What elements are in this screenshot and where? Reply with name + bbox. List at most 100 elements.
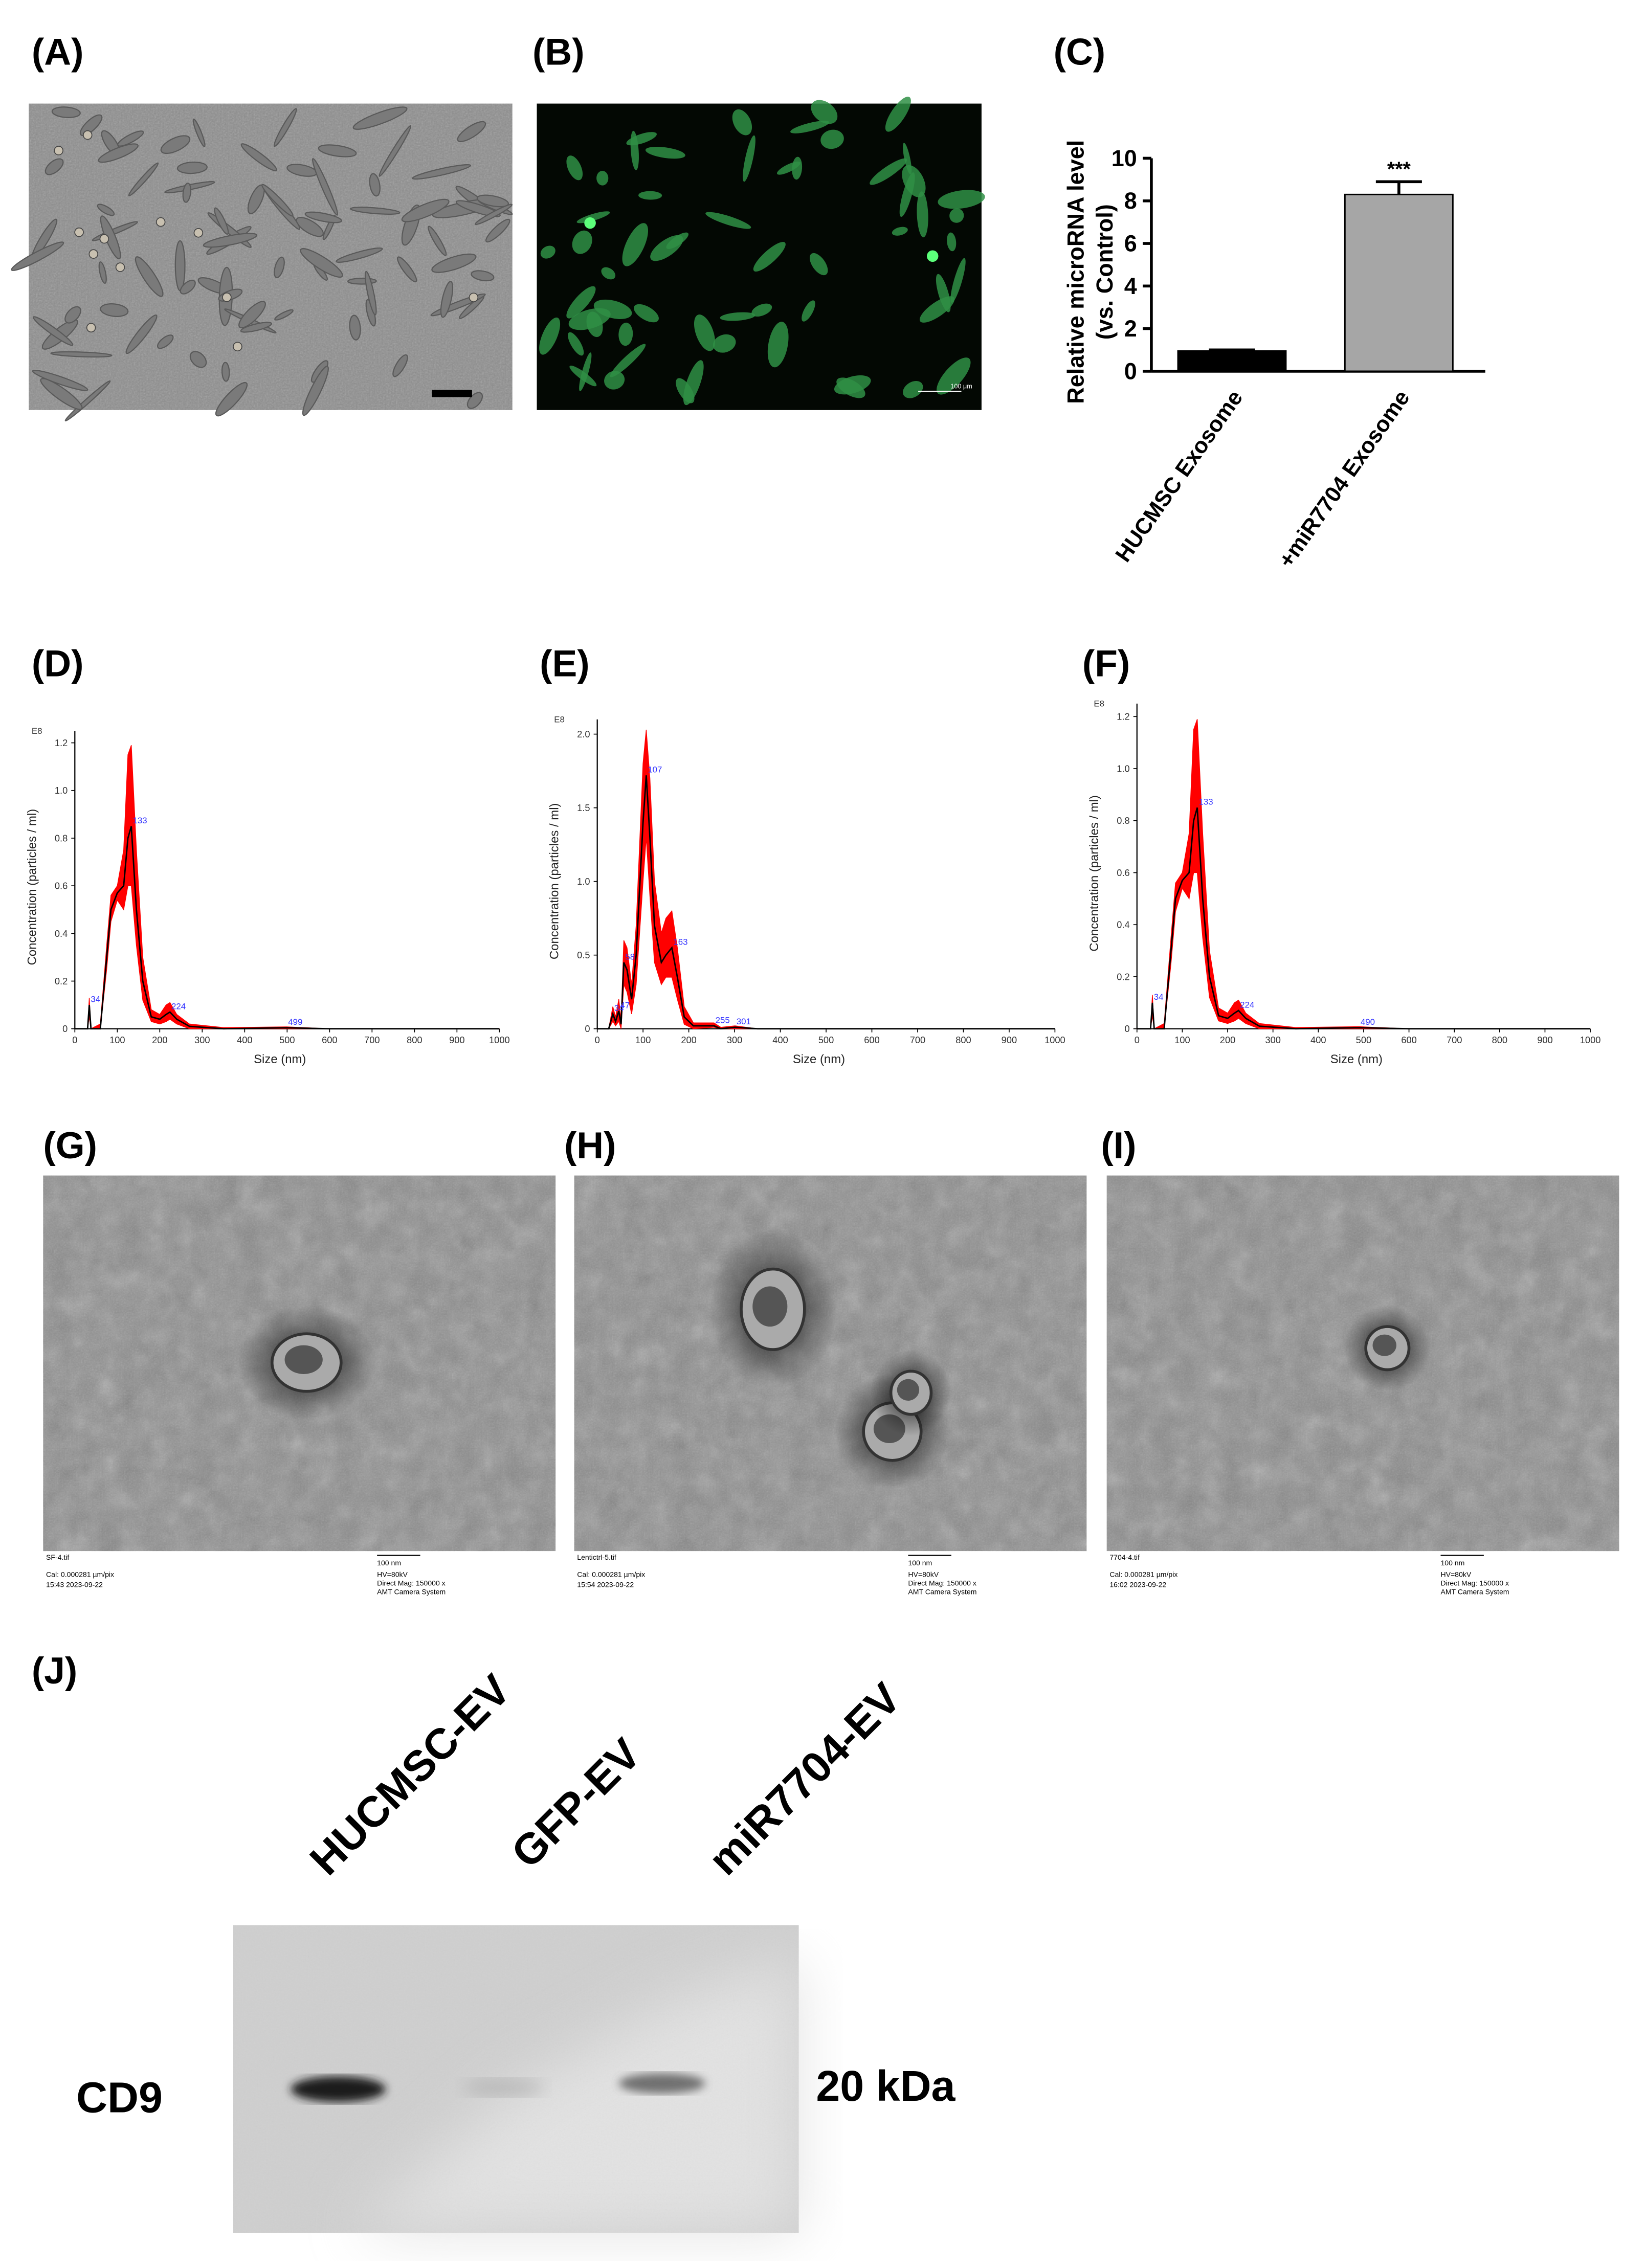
x-tick-label: 800 [407, 1035, 422, 1045]
cell [45, 158, 64, 175]
x-tick-label: 400 [772, 1035, 788, 1045]
cell [240, 322, 273, 333]
x-tick-label: 900 [1002, 1035, 1017, 1045]
tem-file: 7704-4.tif [1109, 1553, 1140, 1561]
cell [318, 144, 357, 158]
fluorescent-cell [539, 317, 561, 355]
y-tick-label: 8 [1124, 188, 1137, 214]
western-blot [233, 1925, 799, 2233]
fluorescent-cell [917, 191, 928, 238]
peak-label: 34 [614, 1003, 624, 1013]
y-tick-label: 0.2 [55, 976, 68, 986]
cell [64, 380, 111, 422]
fluorescent-cell [947, 232, 957, 252]
fluorescent-cell [604, 371, 625, 390]
y-axis-label: Relative microRNA level [1063, 140, 1089, 404]
cell [221, 362, 230, 382]
cell [369, 173, 381, 197]
y-tick-label: 0 [1125, 1023, 1130, 1034]
cell [40, 378, 83, 410]
cell [98, 143, 139, 163]
tem-camera: AMT Camera System [1440, 1587, 1509, 1596]
lane-label: GFP-EV [502, 1730, 650, 1877]
cell [302, 366, 329, 416]
cell [51, 106, 81, 118]
y-tick-label: 0.5 [577, 950, 590, 960]
peak-label: 107 [648, 765, 662, 775]
x-tick-label: 700 [910, 1035, 925, 1045]
fluorescent-cell [790, 121, 830, 133]
x-tick-label: 100 [109, 1035, 125, 1045]
fluorescent-cell [949, 208, 964, 223]
cell [180, 280, 196, 295]
bar [1177, 350, 1287, 372]
cell [98, 261, 107, 284]
x-tick-label: 100 [635, 1035, 651, 1045]
confidence-band [597, 729, 1055, 1029]
fluorescent-cell [802, 300, 815, 322]
fluorescent-cell [566, 155, 583, 181]
y-tick-label: 6 [1124, 231, 1137, 257]
y-tick-label: 1.0 [55, 785, 68, 796]
x-tick-label: 200 [152, 1035, 167, 1045]
fluorescent-cell [586, 311, 603, 338]
cell [50, 351, 113, 358]
y-tick-label: 0.4 [55, 928, 68, 939]
cell [174, 240, 186, 291]
cell [392, 354, 408, 377]
mean-line [75, 826, 500, 1030]
y-tick-label: 0.6 [1117, 867, 1129, 878]
cell [11, 241, 64, 271]
fluorescent-cell [938, 190, 985, 209]
fluorescent-cell [834, 375, 871, 395]
fluorescent-cell [720, 312, 755, 321]
y-tick-label: 1.2 [55, 737, 68, 748]
y-tick-label: 0 [62, 1023, 68, 1034]
cell [135, 256, 164, 297]
x-tick-label: 500 [279, 1035, 295, 1045]
peak-label: 499 [288, 1017, 302, 1027]
y-tick-label: 0.8 [1117, 815, 1129, 826]
cell [312, 158, 339, 216]
panel-label: (G) [43, 1125, 97, 1166]
round-cell [86, 323, 96, 333]
cell [471, 270, 495, 282]
bright-cell [926, 250, 939, 262]
cell [189, 351, 207, 368]
fluorescent-cell [950, 258, 966, 303]
peak-label: 490 [1361, 1017, 1375, 1027]
fluorescent-cell [776, 161, 801, 175]
x-tick-label: 300 [194, 1035, 210, 1045]
tem-scale-label: 100 nm [1440, 1559, 1464, 1567]
peak-label: 58 [625, 952, 635, 961]
fluorescent-cell [596, 170, 609, 186]
y-tick-label: 2.0 [577, 729, 590, 739]
significance: *** [1387, 158, 1411, 181]
lane-label: miR7704-EV [699, 1674, 909, 1884]
y-tick-label: 0 [585, 1023, 590, 1034]
fluorescent-cell [579, 352, 592, 391]
fluorescent-cell [683, 360, 704, 406]
protein-label: CD9 [76, 2073, 163, 2121]
y-tick-label: 1.2 [1117, 711, 1129, 722]
mean-line [597, 775, 1055, 1030]
x-tick-label: 300 [1265, 1035, 1280, 1045]
cell [64, 306, 81, 324]
fluorescent-cell [610, 344, 646, 377]
panel-label: (I) [1101, 1125, 1136, 1166]
fluorescent-cell [903, 143, 912, 175]
cell [238, 301, 266, 329]
scale-bar-label: 100 μm [950, 383, 972, 390]
round-cell [115, 262, 125, 272]
x-tick-label: 700 [364, 1035, 380, 1045]
cell [440, 281, 454, 318]
fluorescent-cell [885, 96, 911, 132]
cell [474, 204, 513, 226]
cell [336, 247, 383, 263]
fluorescent-cell [767, 322, 789, 368]
panel-label: (B) [532, 31, 585, 73]
y-tick-label: 1.5 [577, 802, 590, 813]
x-tick-label: 1000 [1580, 1035, 1601, 1045]
fluorescent-cell [694, 315, 716, 351]
cell [274, 256, 285, 279]
